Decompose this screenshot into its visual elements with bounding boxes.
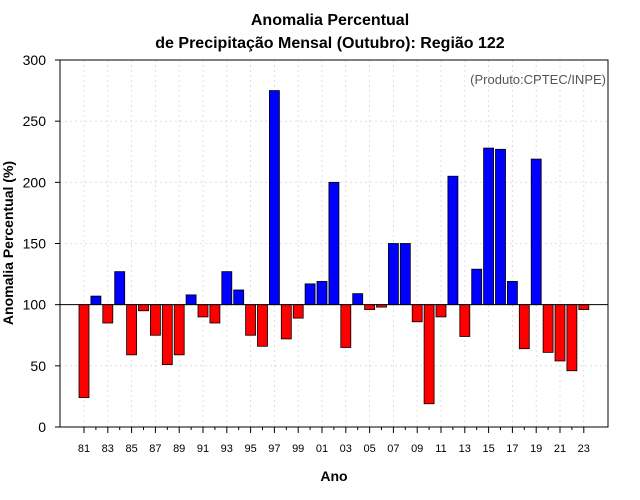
x-tick-label: 09 xyxy=(411,443,423,455)
bar-08 xyxy=(399,243,411,306)
bar-95 xyxy=(245,304,257,336)
y-tick-label: 100 xyxy=(23,297,47,313)
credit-label: (Produto:CPTEC/INPE) xyxy=(470,72,606,87)
x-tick-label: 19 xyxy=(530,443,542,455)
x-tick-label: 23 xyxy=(578,443,590,455)
y-tick-label: 300 xyxy=(23,52,47,68)
x-tick-label: 11 xyxy=(435,443,446,455)
bar-22 xyxy=(566,304,578,372)
bar-86 xyxy=(138,304,149,312)
x-tick-label: 95 xyxy=(244,443,256,455)
bar-09 xyxy=(411,304,423,323)
bar-10 xyxy=(423,304,435,405)
bar-23 xyxy=(578,304,590,310)
bar-17 xyxy=(506,281,518,306)
y-tick-label: 200 xyxy=(23,174,47,190)
y-axis-label: Anomalia Percentual (%) xyxy=(0,161,16,325)
bar-90 xyxy=(185,294,197,306)
y-tick-label: 0 xyxy=(38,419,46,435)
bar-01 xyxy=(316,281,328,306)
chart-title: Anomalia Percentual xyxy=(251,12,409,29)
bar-98 xyxy=(280,304,292,340)
bar-19 xyxy=(530,158,542,306)
bar-84 xyxy=(114,271,126,306)
bar-87 xyxy=(149,304,161,336)
bar-13 xyxy=(459,304,471,337)
x-tick-label: 81 xyxy=(78,443,90,455)
x-tick-label: 07 xyxy=(387,443,399,455)
x-tick-label: 89 xyxy=(173,443,185,455)
bar-83 xyxy=(102,304,114,324)
bar-15 xyxy=(483,147,495,306)
bar-82 xyxy=(90,295,102,306)
x-tick-label: 83 xyxy=(102,443,114,455)
chart-subtitle: de Precipitação Mensal (Outubro): Região… xyxy=(155,35,505,52)
bar-03 xyxy=(340,304,352,348)
bar-11 xyxy=(435,304,447,318)
x-tick-label: 13 xyxy=(459,443,471,455)
bar-12 xyxy=(447,175,459,306)
y-axis: 0 50 100 150 200 250 300 xyxy=(23,52,60,435)
x-axis-label: Ano xyxy=(320,468,347,484)
bar-18 xyxy=(518,304,530,350)
x-tick-label: 15 xyxy=(482,443,494,455)
bar-94 xyxy=(233,289,245,306)
bar-91 xyxy=(197,304,209,318)
x-tick-label: 93 xyxy=(221,443,233,455)
y-tick-label: 250 xyxy=(23,113,47,129)
x-tick-label: 01 xyxy=(316,443,328,455)
x-axis: 81 83 85 87 89 91 93 95 97 99 01 03 05 07 09 11 13 15 17 19… xyxy=(78,427,590,455)
x-tick-label: 87 xyxy=(149,443,161,455)
bar-85 xyxy=(126,304,137,356)
bar-89 xyxy=(173,304,185,356)
bar-02 xyxy=(328,181,340,306)
y-tick-label: 150 xyxy=(23,236,47,252)
x-tick-label: 03 xyxy=(340,443,352,455)
bar-97 xyxy=(268,90,280,306)
x-tick-label: 05 xyxy=(363,443,375,455)
x-tick-label: 17 xyxy=(506,443,518,455)
gridlines xyxy=(60,60,608,427)
bar-20 xyxy=(542,304,554,353)
bar-04 xyxy=(352,293,364,306)
bar-16 xyxy=(495,148,506,306)
bars xyxy=(78,90,590,405)
bar-93 xyxy=(221,271,233,306)
bar-99 xyxy=(292,304,304,319)
bar-00 xyxy=(304,283,316,306)
bar-21 xyxy=(554,304,566,362)
bar-05 xyxy=(364,304,376,310)
bar-07 xyxy=(387,243,399,306)
bar-96 xyxy=(257,304,268,347)
x-tick-label: 99 xyxy=(292,443,304,455)
y-tick-label: 50 xyxy=(30,358,46,374)
x-tick-label: 85 xyxy=(125,443,137,455)
bar-88 xyxy=(161,304,173,366)
bar-14 xyxy=(471,268,483,306)
bar-92 xyxy=(209,304,221,324)
x-tick-label: 91 xyxy=(197,443,209,455)
x-tick-label: 21 xyxy=(554,443,566,455)
bar-81 xyxy=(78,304,90,399)
x-tick-label: 97 xyxy=(268,443,280,455)
